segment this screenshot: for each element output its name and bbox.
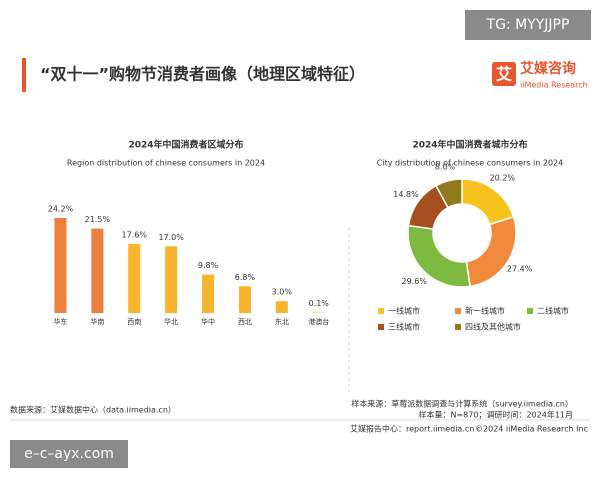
x-tick-label: 华东 <box>53 317 67 326</box>
bar <box>238 286 251 313</box>
legend-label: 二线城市 <box>537 306 569 316</box>
watermark: TG: MYYJJPP <box>486 17 570 33</box>
chart-subtitle: Region distribution of chinese consumers… <box>67 159 265 168</box>
value-label: 17.0% <box>158 233 184 242</box>
footer-copyright: ©2024 iiMedia Research Inc <box>475 425 588 434</box>
value-label: 17.6% <box>122 230 148 239</box>
legend-swatch <box>455 324 461 330</box>
x-tick-label: 东北 <box>275 317 289 326</box>
value-label: 0.1% <box>309 299 330 308</box>
legend-label: 一线城市 <box>388 306 420 316</box>
chart-title: 2024年中国消费者区域分布 <box>128 139 243 151</box>
bar <box>202 274 215 313</box>
legend-swatch <box>527 308 533 314</box>
source: 数据来源：艾媒数据中心（data.iimedia.cn） <box>10 405 176 415</box>
value-label: 29.6% <box>402 277 428 286</box>
x-tick-label: 西南 <box>127 317 141 326</box>
value-label: 21.5% <box>85 215 111 224</box>
watermark-box <box>465 10 591 40</box>
header-accent <box>22 58 26 92</box>
x-tick-label: 华北 <box>164 317 178 326</box>
x-tick-label: 西北 <box>238 318 252 326</box>
value-label: 9.8% <box>198 261 219 270</box>
value-label: 8.0% <box>435 163 456 172</box>
watermark-box <box>10 440 128 468</box>
bar <box>91 228 104 313</box>
page-title: “双十一”购物节消费者画像（地理区域特征） <box>40 65 365 84</box>
bar <box>54 218 67 313</box>
sample-size: 样本量：N=870；调研时间：2024年11月 <box>419 410 574 420</box>
legend-swatch <box>455 308 461 314</box>
watermark: e–c–ayx.com <box>24 446 114 462</box>
legend-swatch <box>378 308 384 314</box>
bar <box>128 243 141 313</box>
legend-label: 四线及其他城市 <box>465 322 521 332</box>
logo-sub: iiMedia Research <box>520 81 588 90</box>
bar <box>165 246 178 313</box>
value-label: 20.2% <box>490 174 516 183</box>
chart-title: 2024年中国消费者城市分布 <box>412 139 527 151</box>
value-label: 14.8% <box>393 190 419 199</box>
logo-name: 艾媒咨询 <box>520 60 576 77</box>
logo-mark: 艾 <box>496 65 512 84</box>
chart-subtitle: City distribution of chinese consumers i… <box>377 159 563 168</box>
legend-label: 新一线城市 <box>465 306 505 316</box>
x-tick-label: 港澳台 <box>308 317 329 326</box>
logo-box <box>492 62 516 86</box>
legend-label: 三线城市 <box>388 322 420 332</box>
x-tick-label: 华中 <box>201 317 215 326</box>
value-label: 6.8% <box>235 273 256 282</box>
value-label: 3.0% <box>272 288 293 297</box>
legend-swatch <box>378 324 384 330</box>
x-tick-label: 华南 <box>90 317 104 326</box>
bar <box>275 301 288 313</box>
value-label: 27.4% <box>507 265 533 274</box>
donut-slice <box>434 178 463 209</box>
value-label: 24.2% <box>48 205 74 214</box>
footer-report: 艾媒报告中心：report.iimedia.cn <box>350 424 474 434</box>
sample-source: 样本来源：草莓派数据调查与计算系统（survey.iimedia.cn） <box>351 399 573 409</box>
